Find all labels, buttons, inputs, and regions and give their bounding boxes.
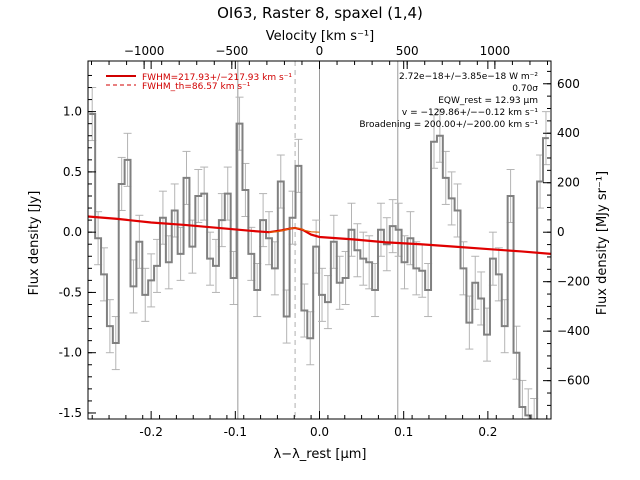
top-tick-label: −1000 <box>124 44 165 58</box>
annotation-broadening: Broadening = 200.00+/−200.00 km s⁻¹ <box>359 120 538 130</box>
top-tick-label: 0 <box>316 44 324 58</box>
right-tick-label: 200 <box>557 176 580 190</box>
annotation-line-flux: 2.72e−18+/−3.85e−18 W m⁻² <box>399 72 538 82</box>
y-tick-label: 0.5 <box>63 165 82 179</box>
annotation-sigma: 0.70σ <box>512 84 538 94</box>
legend-label-fwhm: FWHM=217.93+/−217.93 km s⁻¹ <box>142 73 292 83</box>
right-tick-label: 0 <box>557 225 565 239</box>
top-tick-label: −500 <box>215 44 248 58</box>
right-tick-label: 400 <box>557 126 580 140</box>
right-tick-label: −400 <box>557 324 590 338</box>
y-tick-label: -0.5 <box>59 285 82 299</box>
right-tick-label: −200 <box>557 275 590 289</box>
right-axis-label: Flux density [MJy sr⁻¹] <box>595 171 610 315</box>
fit-component-line <box>268 227 320 233</box>
annotation-velocity: v = −129.86+/−−0.12 km s⁻¹ <box>402 108 538 118</box>
y-tick-label: -1.0 <box>59 346 82 360</box>
x-axis-label: λ−λ_rest [μm] <box>274 447 367 462</box>
chart-title: OI63, Raster 8, spaxel (1,4) <box>217 4 423 22</box>
x-tick-label: 0.2 <box>478 425 497 439</box>
x-tick-label: 0.0 <box>310 425 329 439</box>
plot-area: -0.2 -0.1 0.0 0.1 0.2 −1000 −500 0 500 1000 -1.5 -1… <box>59 44 590 439</box>
top-axis-label: Velocity [km s⁻¹] <box>266 29 374 44</box>
x-tick-label: 0.1 <box>394 425 413 439</box>
y-tick-label: -1.5 <box>59 406 82 420</box>
x-tick-label: -0.2 <box>139 425 162 439</box>
spectrum-step-line <box>89 113 549 419</box>
y-tick-label: 0.0 <box>63 225 82 239</box>
fit-annotations: 2.72e−18+/−3.85e−18 W m⁻² 0.70σ EQW_rest… <box>359 72 538 130</box>
top-tick-label: 1000 <box>480 44 511 58</box>
x-tick-label: -0.1 <box>224 425 247 439</box>
right-tick-label: 600 <box>557 77 580 91</box>
right-tick-label: −600 <box>557 374 590 388</box>
y-axis-label: Flux density [Jy] <box>27 191 42 296</box>
y-tick-label: 1.0 <box>63 105 82 119</box>
data-layer <box>88 87 551 419</box>
legend-label-fwhm-th: FWHM_th=86.57 km s⁻¹ <box>142 82 251 92</box>
top-tick-label: 500 <box>396 44 419 58</box>
legend: FWHM=217.93+/−217.93 km s⁻¹ FWHM_th=86.5… <box>106 73 292 92</box>
annotation-eqw: EQW_rest = 12.93 μm <box>438 96 538 106</box>
